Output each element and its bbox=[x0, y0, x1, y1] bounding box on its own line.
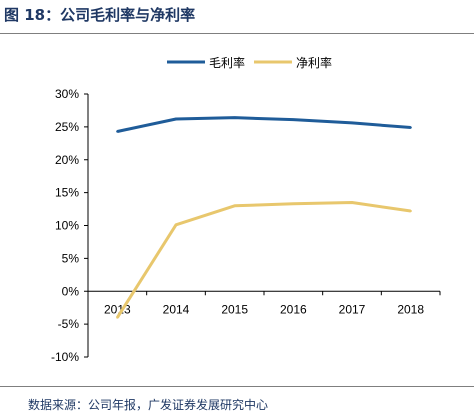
bottom-rule bbox=[0, 386, 474, 387]
data-point bbox=[116, 316, 119, 319]
x-tick-label: 2018 bbox=[397, 302, 424, 316]
data-point bbox=[233, 116, 236, 119]
y-tick-label: 30% bbox=[55, 87, 79, 101]
legend-label: 毛利率 bbox=[209, 55, 245, 70]
data-point bbox=[174, 117, 178, 121]
x-tick-label: 2016 bbox=[280, 302, 307, 316]
data-point bbox=[409, 126, 412, 129]
y-tick-label: -5% bbox=[58, 317, 80, 331]
data-point bbox=[350, 201, 354, 204]
data-point bbox=[350, 121, 354, 125]
y-tick-label: 5% bbox=[62, 251, 80, 265]
x-tick-label: 2017 bbox=[339, 302, 366, 316]
source-note: 数据来源：公司年报，广发证券发展研究中心 bbox=[28, 398, 269, 412]
axes: 30%25%20%15%10%5%0%-5%-10%2013 2014 2015 20… bbox=[51, 87, 441, 364]
data-point bbox=[233, 204, 236, 207]
series-layer bbox=[116, 116, 412, 319]
figure-title: 图 18：公司毛利率与净利率 bbox=[4, 6, 196, 24]
y-tick-label: 10% bbox=[55, 219, 79, 233]
y-tick-label: 15% bbox=[55, 186, 79, 200]
legend: 毛利率 净利率 bbox=[167, 55, 332, 70]
data-point bbox=[292, 118, 295, 121]
data-point bbox=[409, 209, 412, 213]
series-line bbox=[117, 116, 411, 133]
data-point bbox=[292, 202, 295, 206]
top-rule bbox=[0, 33, 474, 34]
y-tick-label: -10% bbox=[51, 350, 79, 364]
y-tick-label: 20% bbox=[55, 153, 79, 167]
data-point bbox=[116, 130, 119, 133]
series-line bbox=[116, 200, 411, 319]
x-tick-label: 2014 bbox=[163, 302, 190, 316]
x-tick-label: 2015 bbox=[221, 302, 248, 316]
legend-label: 净利率 bbox=[296, 55, 332, 70]
y-tick-label: 25% bbox=[55, 120, 79, 134]
data-point bbox=[174, 223, 178, 227]
y-tick-label: 0% bbox=[62, 284, 80, 298]
